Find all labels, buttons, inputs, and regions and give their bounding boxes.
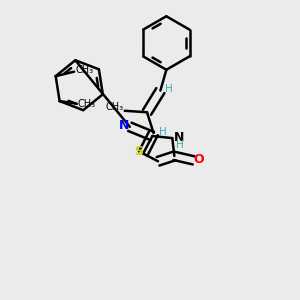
Text: O: O xyxy=(194,153,204,166)
Text: H: H xyxy=(176,140,183,150)
Text: N: N xyxy=(119,119,129,132)
Text: CH₃: CH₃ xyxy=(77,99,96,109)
Text: H: H xyxy=(159,128,167,137)
Text: CH₃: CH₃ xyxy=(76,65,94,75)
Text: N: N xyxy=(174,131,184,144)
Text: CH₃: CH₃ xyxy=(105,102,123,112)
Text: H: H xyxy=(165,84,172,94)
Text: S: S xyxy=(134,145,143,158)
